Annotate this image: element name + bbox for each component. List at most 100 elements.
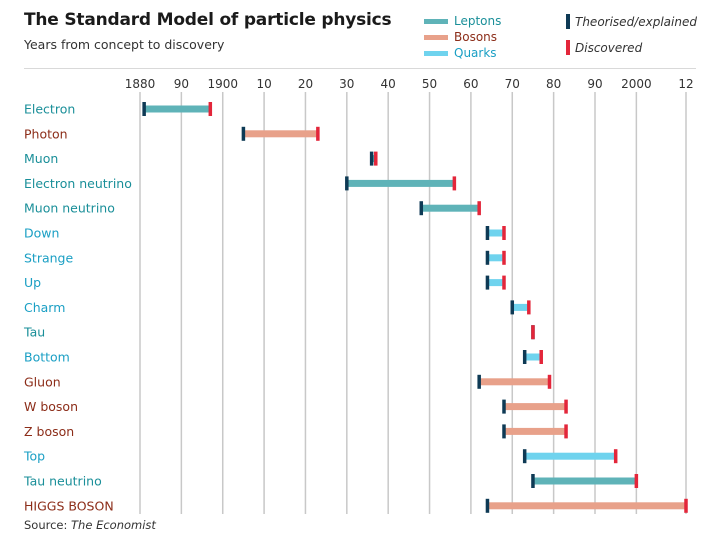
source-prefix: Source: xyxy=(24,518,68,532)
legend-item-bosons: Bosons xyxy=(424,30,497,44)
discovered-marker xyxy=(502,226,506,240)
discovered-marker xyxy=(547,374,552,389)
legend-item-discovered: Discovered xyxy=(566,40,642,55)
row-label: HIGGS BOSON xyxy=(24,498,114,513)
x-tick-label: 70 xyxy=(505,77,520,91)
row-label: Tau neutrino xyxy=(23,474,102,489)
x-tick-label: 20 xyxy=(298,77,313,91)
range-bar xyxy=(346,179,455,187)
range-bar xyxy=(479,378,550,386)
discovered-marker xyxy=(613,449,618,464)
legend-swatch-quarks xyxy=(424,50,448,56)
discovered-marker xyxy=(316,126,320,141)
row-label: Electron neutrino xyxy=(24,176,132,191)
x-tick-label: 10 xyxy=(256,77,271,91)
range-bar xyxy=(532,477,637,485)
row-label: Down xyxy=(24,226,59,241)
x-tick-label: 40 xyxy=(381,77,396,91)
range-bar xyxy=(243,130,318,138)
x-tick-label: 12 xyxy=(678,77,693,91)
x-tick-label: 1880 xyxy=(125,77,156,91)
legend-item-theorised: Theorised/explained xyxy=(566,14,697,29)
legend-label-quarks: Quarks xyxy=(454,46,497,60)
discovered-marker xyxy=(634,474,639,488)
header-divider xyxy=(24,68,696,69)
discovered-marker xyxy=(539,350,543,364)
row-label: Bottom xyxy=(24,350,70,365)
legend-marker-theorised xyxy=(566,14,570,29)
theorised-marker xyxy=(369,151,374,166)
row-label: Muon xyxy=(24,151,58,166)
theorised-marker xyxy=(419,201,424,216)
row-label: W boson xyxy=(24,399,78,414)
theorised-marker xyxy=(502,424,506,439)
theorised-marker xyxy=(510,300,515,315)
range-bar xyxy=(504,403,567,411)
x-tick-label: 90 xyxy=(587,77,602,91)
theorised-marker xyxy=(522,449,527,464)
theorised-marker xyxy=(485,250,490,265)
range-bar xyxy=(524,452,616,460)
discovered-marker xyxy=(374,151,378,166)
discovered-marker xyxy=(684,498,688,513)
row-label: Muon neutrino xyxy=(24,201,115,216)
row-label: Up xyxy=(24,275,41,290)
source-note: Source: The Economist xyxy=(24,518,156,532)
discovered-marker xyxy=(531,325,535,340)
theorised-marker xyxy=(345,176,349,191)
legend-swatch-leptons xyxy=(424,18,448,24)
chart-subtitle: Years from concept to discovery xyxy=(24,37,225,52)
row-label: Photon xyxy=(24,126,68,141)
range-bar xyxy=(421,204,480,212)
row-label: Z boson xyxy=(24,424,74,439)
x-tick-label: 2000 xyxy=(621,77,652,91)
row-label: Top xyxy=(23,449,45,464)
legend-label-bosons: Bosons xyxy=(454,30,498,44)
discovered-marker xyxy=(502,275,506,290)
range-bar xyxy=(524,353,542,361)
discovered-marker xyxy=(477,201,481,216)
range-bar xyxy=(487,254,504,262)
theorised-marker xyxy=(142,102,146,116)
discovered-marker xyxy=(208,102,213,116)
legend-item-leptons: Leptons xyxy=(424,14,501,28)
theorised-marker xyxy=(531,474,535,488)
theorised-marker xyxy=(241,126,246,141)
discovered-marker xyxy=(527,300,531,315)
x-tick-label: 60 xyxy=(463,77,478,91)
discovered-marker xyxy=(564,399,568,414)
legend-label-leptons: Leptons xyxy=(454,14,502,28)
discovered-marker xyxy=(452,176,457,191)
legend-swatch-bosons xyxy=(424,34,448,40)
range-bar xyxy=(487,229,504,237)
row-label: Strange xyxy=(24,250,73,265)
x-tick-label: 80 xyxy=(546,77,561,91)
legend-label-discovered: Discovered xyxy=(575,40,643,55)
row-label: Charm xyxy=(24,300,65,315)
range-bar xyxy=(487,279,504,287)
source-name: The Economist xyxy=(71,518,156,532)
theorised-marker xyxy=(502,399,506,414)
legend-item-quarks: Quarks xyxy=(424,46,497,60)
range-bar xyxy=(512,303,529,311)
row-label: Electron xyxy=(24,102,75,117)
x-tick-label: 30 xyxy=(339,77,354,91)
range-bar xyxy=(144,105,211,113)
range-bar xyxy=(504,427,567,435)
range-bar xyxy=(487,502,686,510)
theorised-marker xyxy=(522,350,527,364)
discovered-marker xyxy=(564,424,568,439)
x-tick-label: 90 xyxy=(174,77,189,91)
chart-title: The Standard Model of particle physics xyxy=(24,10,392,30)
theorised-marker xyxy=(485,226,490,240)
legend-marker-discovered xyxy=(566,40,570,55)
x-tick-label: 50 xyxy=(422,77,437,91)
range-bar xyxy=(371,155,376,163)
theorised-marker xyxy=(485,275,490,290)
row-label: Tau xyxy=(23,325,45,340)
x-tick-label: 1900 xyxy=(207,77,238,91)
row-label: Gluon xyxy=(24,374,61,389)
legend-label-theorised: Theorised/explained xyxy=(575,14,697,29)
theorised-marker xyxy=(477,374,481,389)
